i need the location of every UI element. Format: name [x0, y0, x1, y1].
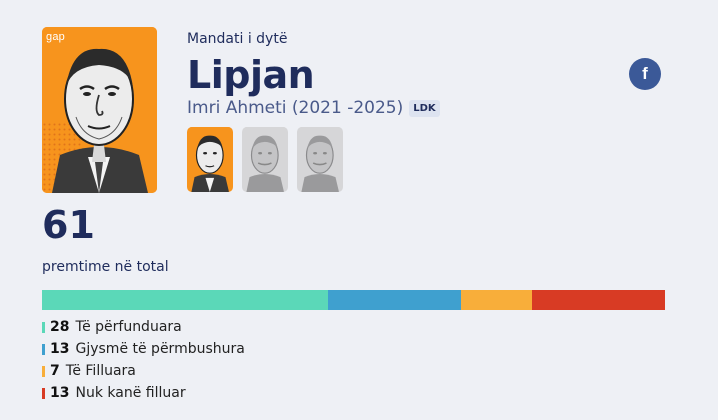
- progress-segment: [532, 290, 665, 310]
- legend-item: 7 Të Filluara: [42, 360, 245, 382]
- mayor-thumbnails: [187, 127, 343, 192]
- promises-progress-bar: [42, 290, 665, 310]
- facebook-icon: f: [642, 64, 648, 83]
- party-badge: LDK: [409, 99, 440, 117]
- legend-swatch: [42, 387, 45, 399]
- legend-item: 13 Gjysmë të përmbushura: [42, 338, 245, 360]
- legend-swatch: [42, 321, 45, 333]
- legend-item: 28 Të përfunduara: [42, 316, 245, 338]
- thumbnail-mayor-previous-2[interactable]: [297, 127, 343, 192]
- term-label: Mandati i dytë: [187, 31, 288, 47]
- progress-segment: [327, 290, 461, 310]
- legend-label: Gjysmë të përmbushura: [75, 341, 245, 357]
- legend-label: Të Filluara: [65, 363, 136, 379]
- status-legend: 28 Të përfunduara 13 Gjysmë të përmbushura 7…: [42, 316, 245, 404]
- legend-label: Nuk kanë filluar: [75, 385, 186, 401]
- legend-count: 7: [50, 363, 60, 379]
- thumbnail-mayor-current[interactable]: [187, 127, 233, 192]
- legend-swatch: [42, 365, 45, 377]
- legend-label: Të përfunduara: [75, 319, 182, 335]
- legend-item: 13 Nuk kanë filluar: [42, 382, 245, 404]
- legend-count: 28: [50, 319, 70, 335]
- facebook-share-button[interactable]: f: [629, 58, 661, 90]
- thumbnail-mayor-previous-1[interactable]: [242, 127, 288, 192]
- mayor-name: Imri Ahmeti (2021 -2025): [187, 98, 404, 118]
- legend-count: 13: [50, 341, 70, 357]
- progress-segment: [460, 290, 533, 310]
- legend-swatch: [42, 343, 45, 355]
- mayor-row: Imri Ahmeti (2021 -2025) LDK: [187, 98, 440, 118]
- progress-segment: [42, 290, 328, 310]
- total-promises-count: 61: [42, 203, 95, 247]
- page-title: Lipjan: [187, 53, 315, 97]
- total-promises-label: premtime në total: [42, 259, 169, 275]
- gap-logo: gap: [46, 31, 65, 43]
- mayor-portrait: gap: [42, 27, 157, 193]
- legend-count: 13: [50, 385, 70, 401]
